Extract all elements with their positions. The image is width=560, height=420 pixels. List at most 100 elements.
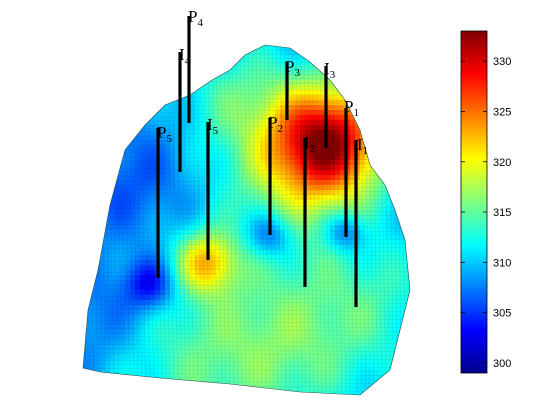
- surface-cell: [110, 50, 116, 56]
- surface-cell: [260, 335, 266, 341]
- surface-cell: [170, 70, 176, 76]
- surface-cell: [255, 280, 261, 286]
- surface-cell: [205, 75, 211, 81]
- surface-cell: [390, 220, 396, 226]
- surface-cell: [255, 360, 261, 366]
- surface-cell: [310, 50, 316, 56]
- surface-cell: [90, 320, 96, 326]
- surface-cell: [95, 95, 101, 101]
- surface-cell: [315, 190, 321, 196]
- surface-cell: [365, 320, 371, 326]
- surface-cell: [130, 225, 136, 231]
- surface-cell: [390, 260, 396, 266]
- surface-cell: [370, 330, 376, 336]
- surface-cell: [200, 195, 206, 201]
- surface-cell: [85, 260, 91, 266]
- surface-cell: [260, 45, 266, 51]
- surface-cell: [355, 165, 361, 171]
- surface-cell: [285, 275, 291, 281]
- surface-cell: [395, 205, 401, 211]
- surface-cell: [95, 175, 101, 181]
- surface-cell: [85, 370, 91, 376]
- surface-cell: [165, 45, 171, 51]
- surface-cell: [165, 395, 170, 400]
- surface-cell: [260, 200, 266, 206]
- surface-cell: [280, 255, 286, 261]
- surface-cell: [360, 270, 366, 276]
- surface-cell: [290, 45, 296, 46]
- surface-cell: [230, 240, 236, 246]
- surface-cell: [230, 395, 235, 400]
- surface-cell: [130, 120, 136, 126]
- surface-cell: [365, 65, 371, 71]
- surface-cell: [390, 165, 396, 171]
- surface-cell: [83, 55, 86, 61]
- surface-cell: [85, 95, 91, 101]
- surface-cell: [210, 240, 216, 246]
- surface-cell: [100, 320, 106, 326]
- surface-cell: [170, 380, 176, 386]
- surface-cell: [345, 375, 351, 381]
- surface-cell: [350, 355, 356, 361]
- surface-cell: [350, 360, 356, 366]
- surface-cell: [290, 60, 296, 66]
- surface-cell: [145, 50, 151, 56]
- surface-cell: [300, 200, 306, 206]
- surface-cell: [95, 300, 101, 306]
- surface-cell: [405, 140, 410, 146]
- surface-cell: [360, 385, 366, 391]
- surface-cell: [265, 200, 271, 206]
- surface-cell: [305, 95, 311, 101]
- surface-cell: [255, 355, 261, 361]
- surface-cell: [395, 175, 401, 181]
- surface-cell: [305, 240, 311, 246]
- surface-cell: [365, 305, 371, 311]
- surface-cell: [90, 50, 96, 56]
- surface-cell: [345, 140, 351, 146]
- surface-cell: [125, 355, 131, 361]
- surface-cell: [195, 280, 201, 286]
- surface-cell: [315, 105, 321, 111]
- surface-cell: [135, 285, 141, 291]
- surface-cell: [375, 215, 381, 221]
- surface-cell: [95, 295, 101, 301]
- surface-cell: [200, 360, 206, 366]
- surface-cell: [290, 175, 296, 181]
- surface-cell: [230, 125, 236, 131]
- surface-cell: [290, 145, 296, 151]
- surface-cell: [110, 385, 116, 391]
- surface-cell: [295, 55, 301, 61]
- surface-cell: [220, 290, 226, 296]
- mesh-line: [83, 263, 410, 269]
- surface-cell: [320, 50, 326, 56]
- surface-cell: [85, 210, 91, 216]
- surface-cell: [225, 330, 231, 336]
- surface-cell: [205, 290, 211, 296]
- surface-cell: [170, 90, 176, 96]
- surface-cell: [280, 335, 286, 341]
- surface-cell: [255, 225, 261, 231]
- surface-cell: [275, 225, 281, 231]
- surface-cell: [300, 55, 306, 61]
- surface-cell: [375, 90, 381, 96]
- surface-cell: [300, 175, 306, 181]
- surface-cell: [350, 385, 356, 391]
- surface-cell: [145, 395, 150, 400]
- surface-cell: [330, 390, 336, 395]
- surface-cell: [400, 170, 406, 176]
- surface-cell: [195, 365, 201, 371]
- surface-cell: [320, 255, 326, 261]
- surface-cell: [90, 380, 96, 386]
- surface-cell: [335, 140, 341, 146]
- surface-cell: [400, 295, 406, 301]
- surface-cell: [240, 50, 246, 56]
- surface-cell: [115, 285, 121, 291]
- surface-cell: [195, 305, 201, 311]
- surface-cell: [315, 235, 321, 241]
- surface-cell: [220, 75, 226, 81]
- surface-cell: [375, 135, 381, 141]
- surface-cell: [140, 380, 146, 386]
- surface-cell: [90, 300, 96, 306]
- surface-cell: [320, 160, 326, 166]
- surface-cell: [165, 295, 171, 301]
